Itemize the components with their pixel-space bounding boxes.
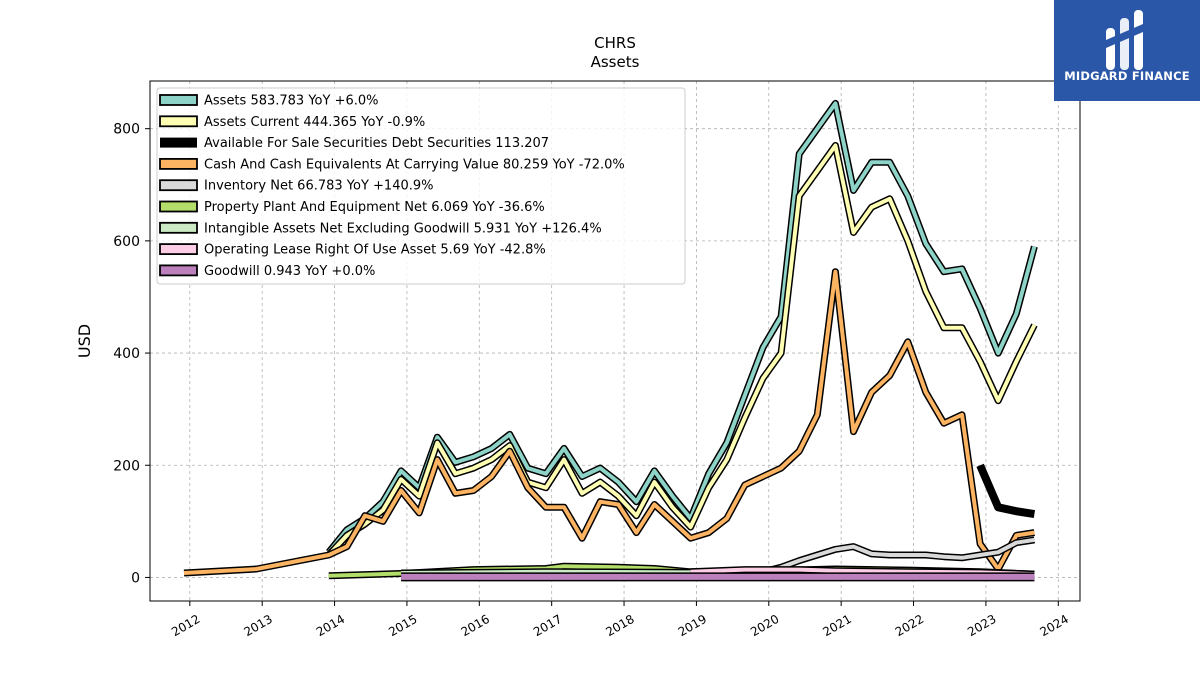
legend-box (156, 87, 686, 285)
brand-logo: MIDGARD FINANCE (1054, 0, 1200, 101)
series-line (762, 537, 1035, 574)
legend-entry: Operating Lease Right Of Use Asset 5.69 … (159, 243, 546, 258)
x-ticks: 2012 2013 2014 2015 2016 2017 2018 2019 2020 2021… (169, 601, 1071, 639)
plot-frame (149, 80, 1081, 602)
x-tick-label: 2016 (459, 612, 492, 639)
brand-mark-icon (1106, 10, 1143, 70)
y-axis-label: USD (75, 324, 94, 358)
x-tick-label: 2023 (965, 612, 998, 639)
legend-label: Assets Current 444.365 YoY -0.9% (204, 115, 425, 130)
series-line (327, 143, 1037, 557)
series-layer (183, 99, 1038, 582)
legend-swatch (159, 264, 198, 277)
legend-label: Cash And Cash Equivalents At Carrying Va… (204, 157, 625, 172)
legend-swatch (159, 94, 198, 106)
legend-entry: Intangible Assets Net Excluding Goodwill… (159, 221, 602, 236)
y-tick-label: 400 (113, 346, 140, 362)
legend: Assets 583.783 YoY +6.0% Assets Current 4… (156, 87, 686, 285)
legend-swatch (159, 179, 198, 192)
y-ticks: 0 200 400 600 800 (113, 122, 150, 586)
x-tick-label: 2019 (676, 612, 709, 639)
legend-label: Property Plant And Equipment Net 6.069 Y… (204, 200, 545, 215)
x-tick-label: 2020 (748, 612, 781, 639)
series-line (183, 269, 1035, 575)
legend-entry: Property Plant And Equipment Net 6.069 Y… (159, 200, 545, 215)
series-outline (183, 268, 1035, 577)
legend-label: Inventory Net 66.783 YoY +140.9% (204, 179, 434, 194)
chart-subtitle: Assets (591, 53, 640, 71)
series-3 (183, 268, 1035, 577)
legend-entry: Cash And Cash Equivalents At Carrying Va… (159, 157, 625, 172)
legend-entry: Inventory Net 66.783 YoY +140.9% (159, 179, 434, 194)
series-0 (326, 99, 1038, 555)
series-line (327, 101, 1037, 554)
brand-name: MIDGARD FINANCE (1064, 69, 1190, 83)
x-tick-label: 2018 (603, 612, 636, 639)
y-tick-label: 200 (113, 458, 140, 474)
legend-entry: Assets Current 444.365 YoY -0.9% (159, 115, 425, 130)
series-4 (762, 536, 1035, 576)
series-line (976, 463, 1036, 519)
legend-label: Intangible Assets Net Excluding Goodwill… (204, 221, 602, 236)
legend-label: Assets 583.783 YoY +6.0% (204, 94, 379, 109)
x-tick-label: 2022 (893, 612, 926, 639)
y-tick-label: 800 (113, 122, 140, 138)
legend-swatch (159, 157, 198, 170)
series-1 (326, 142, 1038, 558)
x-tick-label: 2017 (531, 612, 564, 639)
chart-title: CHRS (594, 34, 636, 52)
legend-label: Available For Sale Securities Debt Secur… (204, 136, 549, 151)
legend-entry: Available For Sale Securities Debt Secur… (160, 136, 549, 151)
legend-label: Operating Lease Right Of Use Asset 5.69 … (204, 243, 546, 258)
series-2 (976, 463, 1036, 519)
legend-entry: Goodwill 0.943 YoY +0.0% (159, 264, 375, 279)
legend-swatch (159, 200, 198, 213)
x-tick-label: 2024 (1038, 612, 1071, 639)
legend-label: Goodwill 0.943 YoY +0.0% (204, 264, 375, 279)
x-tick-label: 2012 (169, 612, 202, 639)
y-tick-label: 600 (113, 234, 140, 250)
y-tick-label: 0 (131, 570, 140, 586)
x-tick-label: 2021 (820, 612, 853, 639)
legend-swatch (159, 115, 198, 128)
legend-swatch (159, 221, 198, 234)
x-tick-label: 2015 (386, 612, 419, 639)
legend-swatch (159, 243, 198, 256)
legend-swatch (160, 137, 197, 148)
x-tick-label: 2014 (314, 612, 347, 639)
legend-entry: Assets 583.783 YoY +6.0% (159, 94, 379, 109)
x-tick-label: 2013 (241, 612, 274, 639)
